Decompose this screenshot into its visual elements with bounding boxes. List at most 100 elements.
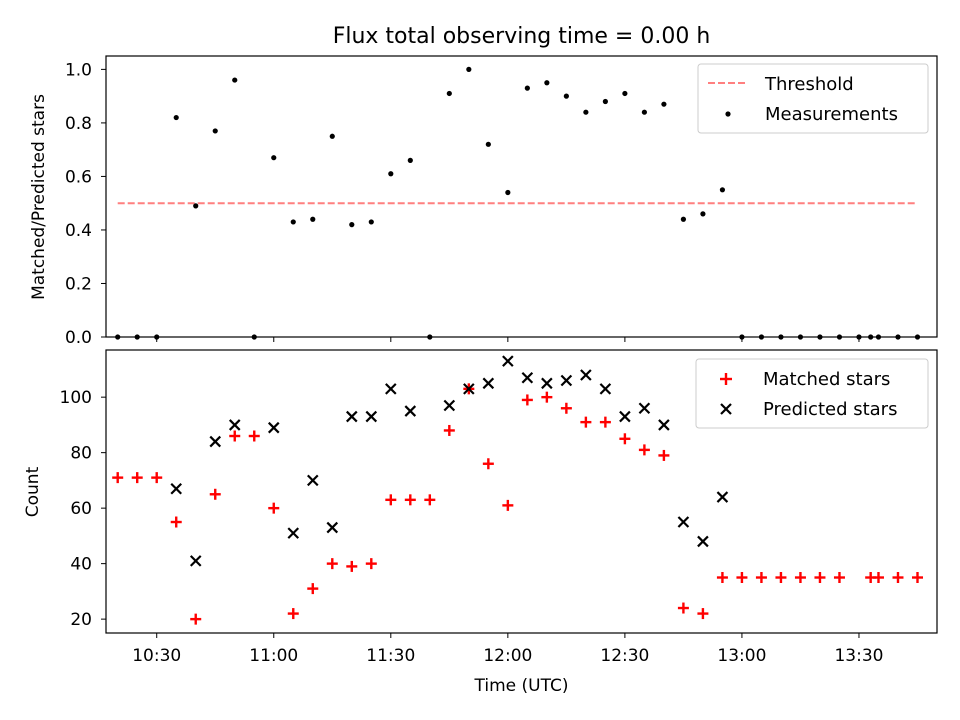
predicted-star-point: [482, 377, 495, 390]
matched-star-point: [677, 602, 689, 614]
bottom-y-tick-label: 20: [70, 610, 92, 630]
measurement-point: [505, 189, 511, 196]
matched-star-point: [833, 572, 845, 584]
bottom-x-tick-label: 13:00: [717, 646, 766, 666]
top-y-tick-label: 1.0: [65, 60, 92, 80]
measurement-point: [407, 157, 413, 163]
matched-star-point: [560, 402, 572, 414]
measurement-point: [388, 171, 394, 177]
top-y-tick-label: 0.6: [65, 167, 92, 187]
legend-predicted-marker: [720, 403, 732, 415]
measurement-point: [583, 109, 589, 115]
bottom-panel: 20 40 60 80 100 10:30 11:00 11:30 12:00 12:30 13:…: [23, 349, 938, 696]
matched-star-point: [151, 472, 163, 484]
bottom-y-ticks: 20 40 60 80 100: [60, 388, 106, 630]
predicted-star-point: [521, 371, 534, 384]
measurement-point: [173, 114, 179, 121]
measurement-point: [544, 80, 550, 86]
measurement-point: [290, 219, 296, 225]
bottom-y-tick-label: 80: [70, 444, 92, 464]
predicted-star-point: [287, 527, 300, 539]
bottom-x-tick-label: 13:30: [834, 646, 883, 666]
measurement-point: [680, 216, 687, 222]
matched-star-point: [209, 488, 221, 500]
predicted-star-point: [385, 383, 397, 395]
measurement-point: [719, 187, 726, 193]
top-y-tick-label: 0.2: [65, 274, 92, 294]
measurement-point: [641, 109, 647, 115]
matched-star-point: [911, 572, 923, 584]
matched-star-point: [365, 558, 377, 570]
matched-star-point: [112, 472, 124, 484]
measurement-point: [193, 203, 199, 209]
legend-measurements-marker: [725, 111, 731, 117]
matched-star-point: [307, 583, 319, 595]
matched-star-point: [131, 472, 143, 484]
matched-star-point: [502, 499, 514, 511]
bottom-plot-marks: [112, 355, 923, 625]
matched-star-point: [814, 572, 826, 584]
bottom-x-tick-label: 11:30: [366, 646, 415, 666]
matched-star-point: [697, 608, 709, 620]
measurement-point: [271, 155, 277, 161]
matched-star-point: [736, 572, 748, 584]
predicted-star-point: [580, 369, 592, 381]
bottom-legend: Matched stars Predicted stars: [695, 358, 929, 429]
bottom-x-tick-label: 11:00: [249, 646, 298, 666]
predicted-star-point: [228, 419, 241, 431]
predicted-star-point: [619, 410, 631, 423]
matched-star-point: [599, 416, 611, 428]
matched-star-point: [287, 608, 299, 620]
bottom-x-tick-label: 10:30: [132, 646, 181, 666]
matched-star-point: [619, 433, 631, 445]
x-axis-label: Time (UTC): [474, 676, 569, 696]
bottom-y-tick-label: 60: [70, 499, 92, 519]
measurement-point: [310, 216, 316, 222]
predicted-star-point: [189, 555, 202, 567]
predicted-star-point: [502, 355, 514, 367]
legend-measurements-label: Measurements: [765, 104, 898, 125]
predicted-star-point: [306, 474, 319, 487]
top-y-tick-label: 0.0: [65, 328, 92, 348]
measurement-point: [700, 211, 706, 217]
measurement-point: [602, 98, 608, 105]
measurement-point: [563, 93, 569, 99]
legend-predicted-label: Predicted stars: [763, 399, 897, 420]
bottom-y-tick-label: 100: [60, 388, 92, 408]
matched-star-point: [190, 613, 202, 625]
bottom-y-tick-label: 40: [70, 555, 92, 575]
top-y-tick-label: 0.4: [65, 221, 92, 241]
matched-star-point: [872, 572, 884, 584]
legend-matched-marker: [720, 373, 732, 385]
measurement-point: [349, 222, 355, 228]
matched-star-point: [892, 572, 904, 584]
matched-star-point: [326, 558, 338, 570]
bottom-x-tick-label: 12:30: [600, 646, 649, 666]
matched-star-point: [541, 391, 553, 403]
bottom-x-ticks: 10:30 11:00 11:30 12:00 12:30 13:00 13:30: [132, 633, 883, 666]
measurement-point: [622, 90, 628, 97]
matched-star-point: [248, 430, 260, 442]
matched-star-point: [404, 494, 416, 506]
top-plot-frame: [105, 55, 938, 338]
measurement-point: [368, 219, 374, 225]
top-chart-title: Flux total observing time = 0.00 h: [333, 24, 711, 49]
matched-star-point: [443, 424, 455, 436]
predicted-star-point: [365, 410, 378, 423]
top-y-ticks: 0.0 0.2 0.4 0.6 0.8 1.0: [65, 60, 106, 348]
predicted-star-point: [463, 383, 475, 395]
matched-star-point: [658, 449, 670, 461]
measurement-point: [661, 101, 667, 107]
top-legend-box: [697, 63, 929, 134]
predicted-star-point: [170, 482, 183, 495]
predicted-star-point: [677, 516, 690, 528]
matched-star-point: [229, 430, 241, 442]
matched-star-point: [521, 394, 533, 406]
predicted-star-point: [638, 402, 651, 415]
predicted-star-point: [346, 410, 358, 423]
predicted-star-point: [443, 399, 456, 412]
predicted-star-point: [658, 419, 670, 431]
matched-star-point: [482, 458, 494, 470]
matched-star-point: [385, 494, 397, 506]
